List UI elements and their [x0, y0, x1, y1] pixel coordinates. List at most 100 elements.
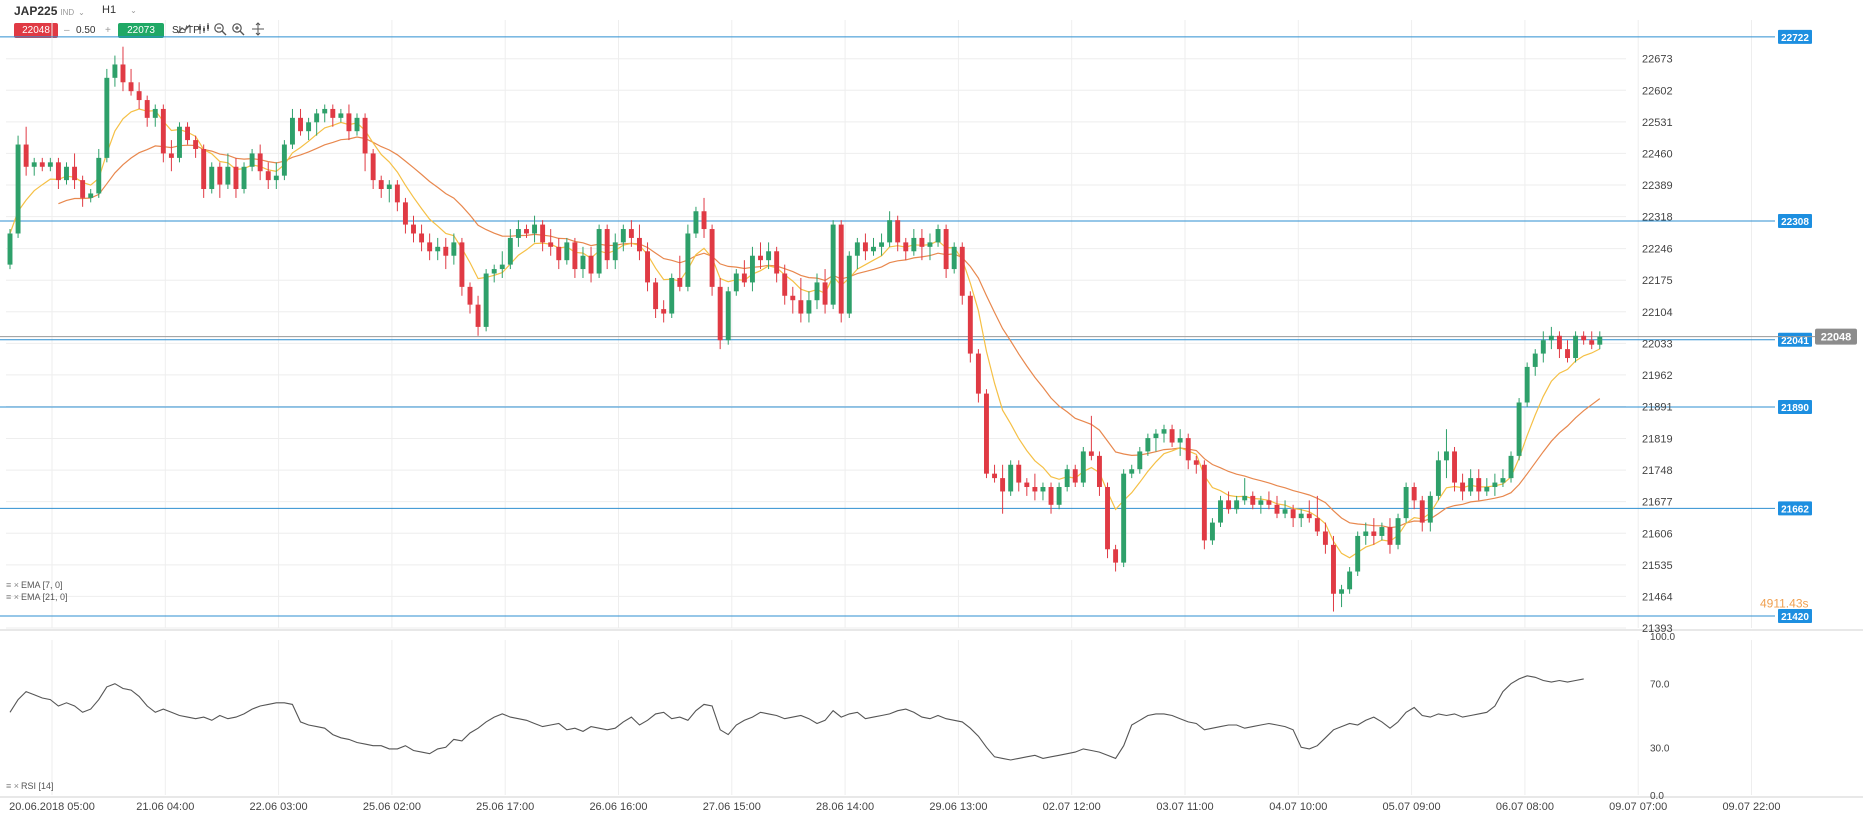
candle-body	[467, 286, 473, 305]
candle-body	[1524, 366, 1530, 403]
candle-body	[281, 144, 287, 176]
candle-body	[1121, 473, 1127, 563]
candle-body	[1032, 487, 1038, 492]
candle-body	[1532, 353, 1538, 367]
price-tick-label: 21819	[1642, 434, 1673, 446]
symbol-type: IND	[60, 8, 75, 17]
price-level-label: 22722	[1781, 33, 1809, 44]
chevron-down-icon: ⌄	[130, 6, 137, 15]
timeframe-label: H1	[102, 4, 117, 16]
zoom-out-icon[interactable]	[212, 22, 228, 38]
candle-body	[1322, 531, 1328, 545]
price-level-tag	[1778, 608, 1812, 623]
trend-line-icon[interactable]	[176, 22, 192, 38]
candle-body	[1185, 438, 1191, 461]
ema-21-path	[58, 136, 1601, 529]
candle-body	[80, 180, 86, 198]
candle-body	[257, 153, 263, 172]
menu-icon[interactable]: ≡ ×	[6, 592, 20, 602]
time-tick-label: 22.06 03:00	[250, 801, 308, 813]
candle-body	[1266, 500, 1272, 505]
candle-body	[741, 273, 747, 283]
decrease-quantity-button[interactable]: –	[64, 25, 70, 36]
candle-body	[1258, 500, 1264, 505]
candle-body	[1080, 451, 1086, 483]
candle-body	[637, 237, 642, 252]
candle-body	[72, 166, 78, 181]
price-tick-label: 21464	[1642, 591, 1673, 603]
candle-body	[685, 233, 691, 287]
candle-body	[177, 126, 182, 158]
candle-body	[572, 242, 578, 270]
indicator-icon[interactable]	[196, 22, 212, 38]
increase-quantity-button[interactable]: +	[105, 25, 111, 36]
time-tick-label: 20.06.2018 05:00	[9, 801, 95, 813]
menu-icon[interactable]: ≡ ×	[6, 781, 20, 791]
menu-icon[interactable]: ≡ ×	[6, 580, 20, 590]
candle-body	[499, 264, 505, 270]
candle-body	[830, 224, 836, 305]
time-tick-label: 05.07 09:00	[1383, 801, 1441, 813]
candle-body	[871, 246, 876, 252]
candle-body	[104, 77, 110, 158]
candle-body	[1153, 433, 1159, 439]
candle-body	[298, 117, 303, 132]
candle-body	[31, 162, 37, 167]
candle-body	[475, 304, 481, 327]
candle-body	[168, 153, 174, 158]
buy-button[interactable]: 22073	[118, 23, 164, 38]
candle-body	[596, 229, 602, 274]
price-level-label: 21420	[1781, 612, 1809, 623]
candle-body	[1177, 438, 1183, 443]
candle-body	[887, 220, 893, 243]
ema-21-legend[interactable]: ≡ × EMA [21, 0]	[6, 592, 68, 602]
price-level-label: 22041	[1781, 336, 1809, 347]
crosshair-icon[interactable]	[250, 22, 266, 38]
candle-body	[1088, 451, 1094, 456]
price-tick-label: 22175	[1642, 275, 1673, 287]
time-tick-label: 27.06 15:00	[703, 801, 761, 813]
candle-body	[540, 224, 546, 243]
time-tick-label: 03.07 11:00	[1156, 801, 1213, 813]
price-tick-label: 22033	[1642, 338, 1673, 350]
candle-body	[152, 108, 158, 118]
candle-body	[338, 113, 344, 118]
timeframe-selector[interactable]: H1 ⌄	[102, 4, 137, 16]
candle-body	[427, 242, 433, 252]
candle-body	[402, 202, 408, 225]
candle-body	[1137, 451, 1143, 470]
candle-body	[330, 108, 336, 118]
sltp-button[interactable]: SL/TP	[172, 25, 200, 36]
candle-body	[1427, 495, 1433, 523]
candle-body	[193, 140, 199, 149]
candle-body	[39, 162, 45, 167]
candle-body	[1250, 495, 1256, 505]
zoom-in-icon[interactable]	[230, 22, 246, 38]
candle-body	[766, 251, 772, 261]
candle-body	[112, 64, 118, 78]
ema-7-legend[interactable]: ≡ × EMA [7, 0]	[6, 580, 63, 590]
quantity-field[interactable]: 0.50	[76, 25, 96, 36]
candle-body	[128, 82, 134, 92]
candle-body	[346, 113, 352, 132]
time-tick-label: 06.07 08:00	[1496, 801, 1554, 813]
rsi-legend[interactable]: ≡ × RSI [14]	[6, 781, 54, 791]
candle-body	[701, 211, 707, 230]
candle-body	[935, 229, 941, 243]
sell-button[interactable]: 22048	[14, 23, 58, 38]
candle-body	[1008, 464, 1014, 492]
candle-body	[225, 166, 231, 185]
candle-body	[120, 64, 126, 83]
candle-body	[822, 282, 828, 305]
candle-body	[1371, 531, 1377, 536]
symbol-selector[interactable]: JAP225 IND ⌄	[14, 4, 85, 18]
candle-body	[306, 122, 312, 132]
ema-21-line	[58, 136, 1601, 529]
candle-body	[661, 309, 667, 314]
ema-21-label: EMA [21, 0]	[21, 592, 68, 602]
rsi-tick-label: 70.0	[1650, 680, 1670, 691]
candle-body	[1024, 482, 1030, 488]
candle-body	[564, 242, 570, 261]
candle-body	[1193, 460, 1199, 465]
